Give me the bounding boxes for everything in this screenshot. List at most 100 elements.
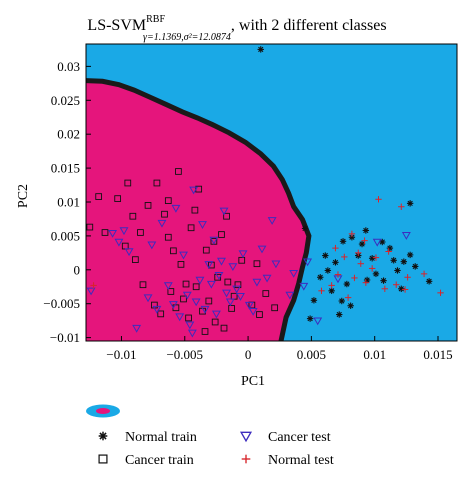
- cancer-train-point: [180, 295, 187, 303]
- x-tick-label: 0.015: [423, 347, 452, 362]
- cancer-test-point: [244, 301, 254, 310]
- normal-test-point: [368, 265, 376, 272]
- cancer-test-point: [248, 307, 258, 316]
- cancer-test-point: [175, 313, 185, 322]
- normal-train-point: [332, 259, 339, 266]
- normal-test-point: [348, 230, 356, 238]
- normal-train-point: [368, 255, 376, 262]
- cancer-train-point: [129, 212, 137, 220]
- plot-area: −0.01 −0.005 0 0.005 0.01 0.015 −0.01 −0.005 0 0…: [43, 43, 458, 362]
- cancer-train-point: [228, 305, 235, 312]
- cancer-train-point: [253, 260, 261, 268]
- cancer-train-point: [271, 304, 279, 312]
- cancer-test-point: [219, 207, 229, 216]
- y-tick-label: 0.01: [57, 194, 80, 209]
- normal-train-point: [363, 276, 371, 284]
- cancer-test-point: [217, 257, 226, 266]
- normal-test-point: [404, 274, 411, 281]
- plot-frame: [85, 43, 458, 342]
- cancer-train-point: [86, 223, 94, 231]
- x-tick-label: 0.005: [297, 347, 326, 362]
- cancer-train-point: [164, 233, 172, 241]
- cancer-test-point: [147, 241, 157, 250]
- cancer-test-point: [303, 258, 313, 267]
- cancer-test-point: [200, 305, 210, 314]
- y-tick-label: 0.015: [51, 161, 80, 176]
- chart-title: LS-SVMRBF γ=1.1369,σ²=12.0874, with 2 dif…: [87, 14, 386, 43]
- y-axis-label: PC2: [16, 184, 31, 208]
- cancer-test-point: [211, 310, 221, 319]
- cancer-test-point: [209, 236, 219, 245]
- cancer-test-point: [152, 305, 162, 314]
- normal-test-point: [381, 285, 389, 292]
- cancer-test-point: [289, 269, 299, 278]
- cancer-train-point: [191, 206, 199, 214]
- x-tick-label: −0.01: [106, 347, 136, 362]
- normal-train-point: [338, 297, 345, 305]
- normal-train-point: [328, 287, 335, 295]
- y-tick-label: 0.03: [57, 59, 80, 74]
- cancer-train-point: [137, 229, 144, 236]
- normal-test-point: [334, 271, 342, 278]
- cancer-train-point: [187, 224, 195, 232]
- cancer-test-point: [189, 186, 199, 195]
- legend-normal-test-marker: [241, 454, 251, 464]
- cancer-test-point: [313, 317, 323, 326]
- x-tick-label: −0.005: [166, 347, 203, 362]
- cancer-train-point: [167, 288, 175, 295]
- cancer-test-point: [228, 263, 238, 272]
- cancer-test-point: [157, 219, 167, 228]
- normal-train-point: [358, 240, 366, 248]
- y-tick-label: −0.005: [43, 296, 80, 311]
- cancer-train-point: [256, 311, 263, 318]
- normal-test-point: [420, 270, 428, 278]
- cancer-test-point: [124, 248, 134, 257]
- x-tick-label: 0: [245, 347, 252, 362]
- normal-train-point: [386, 244, 394, 252]
- normal-train-point: [257, 46, 264, 53]
- normal-test-point: [393, 281, 400, 288]
- normal-train-point: [347, 302, 354, 309]
- normal-test-point: [385, 248, 392, 255]
- normal-test-point: [328, 282, 335, 289]
- cancer-test-point: [236, 293, 245, 301]
- legend-region-icon: [86, 404, 120, 418]
- cancer-test-point: [271, 260, 281, 269]
- normal-test-point: [437, 289, 444, 297]
- cancer-test-point: [267, 217, 277, 225]
- normal-test-point: [401, 286, 409, 293]
- cancer-train-point: [144, 202, 152, 209]
- cancer-test-point: [132, 324, 142, 333]
- cancer-train-point: [262, 290, 270, 297]
- normal-train-point: [372, 270, 380, 278]
- cancer-train-point: [234, 281, 242, 289]
- decision-regions: [86, 44, 457, 341]
- cancer-test-point: [401, 232, 411, 240]
- cancer-test-point: [195, 276, 205, 285]
- cancer-test-point: [252, 278, 262, 287]
- cancer-train-point: [139, 281, 147, 289]
- cancer-test-point: [257, 245, 267, 254]
- normal-test-point: [344, 294, 352, 301]
- cancer-train-point: [95, 193, 103, 200]
- cancer-test-point: [143, 294, 153, 303]
- cancer-train-point: [238, 256, 246, 264]
- y-axis-ticks: −0.01 −0.005 0 0.005 0.01 0.015 0.02 0.025 0.03: [43, 59, 91, 345]
- cancer-train-point: [205, 297, 213, 305]
- normal-test-point: [341, 253, 348, 261]
- cancer-train-point: [214, 273, 222, 281]
- y-tick-label: 0.02: [57, 127, 80, 142]
- cancer-train-point: [201, 328, 209, 335]
- cancer-train-point: [220, 324, 228, 332]
- normal-train-point: [406, 251, 414, 259]
- normal-test-point: [351, 274, 358, 282]
- legend-cancer-test-marker: [239, 431, 253, 443]
- normal-train-point: [306, 315, 314, 322]
- normal-test-point: [375, 196, 382, 203]
- chart-title-main: LS-SVM: [87, 17, 146, 34]
- cancer-test-point: [285, 291, 295, 300]
- y-tick-label: 0: [74, 262, 81, 277]
- cancer-train-point: [164, 197, 172, 204]
- normal-train-point: [343, 280, 351, 288]
